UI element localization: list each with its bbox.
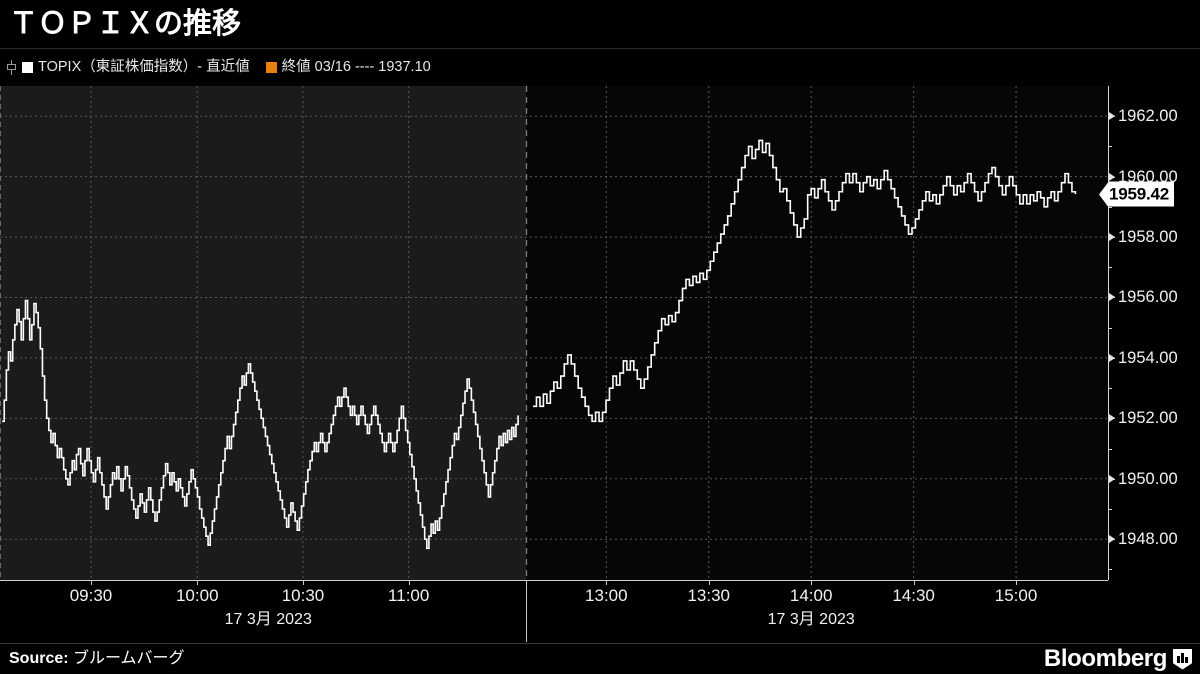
bloomberg-badge-icon xyxy=(1173,648,1192,670)
chart-gridlines xyxy=(0,86,1108,580)
y-axis-tick-arrow-icon xyxy=(1109,414,1115,423)
y-axis-line xyxy=(1108,86,1109,580)
title-divider xyxy=(0,48,1200,49)
page-title: ＴＯＰＩＸの推移 xyxy=(9,7,242,40)
last-price-flag: 1959.42 xyxy=(1099,181,1175,207)
chart-plot-area[interactable] xyxy=(0,86,1108,580)
x-axis-label: 11:00 xyxy=(388,586,430,605)
y-axis-label: 1952.00 xyxy=(1118,409,1178,428)
y-axis-label: 1950.00 xyxy=(1118,469,1178,488)
price-flag-pointer-icon xyxy=(1099,182,1108,207)
y-axis-label: 1958.00 xyxy=(1118,227,1178,246)
y-axis-tick-arrow-icon xyxy=(1109,474,1115,483)
y-axis-minor-tick xyxy=(1108,267,1112,269)
y-axis-label: 1956.00 xyxy=(1118,288,1178,307)
x-axis-tick xyxy=(606,580,608,585)
source-value: ブルームバーグ xyxy=(73,650,185,667)
y-axis-tick-arrow-icon xyxy=(1109,172,1115,181)
title-bar: ＴＯＰＩＸの推移 xyxy=(0,0,1200,48)
series-color-swatch xyxy=(22,61,33,73)
y-axis-minor-tick xyxy=(1108,146,1112,148)
y-axis-minor-tick xyxy=(1108,569,1112,571)
x-axis-date-label: 17 3月 2023 xyxy=(224,611,312,628)
prev-close-color-swatch xyxy=(265,61,277,73)
x-axis-tick xyxy=(302,580,304,585)
y-axis-label: 1960.00 xyxy=(1118,167,1178,186)
x-axis-tick xyxy=(811,580,813,585)
footer-bar: Source: ブルームバーグ Bloomberg xyxy=(0,644,1200,674)
x-axis-label: 13:30 xyxy=(687,586,731,605)
x-axis-tick xyxy=(90,580,92,585)
x-axis-date-label: 17 3月 2023 xyxy=(767,611,855,628)
y-axis-tick-arrow-icon xyxy=(1109,233,1115,242)
legend-series-label: TOPIX（東証株価指数）- 直近値 xyxy=(38,58,250,75)
x-axis-line xyxy=(0,580,1108,581)
x-axis-label: 14:30 xyxy=(892,586,935,605)
x-axis: 09:30 10:00 10:30 11:00 17 3月 2023 13:00 13:30… xyxy=(0,580,1108,642)
y-axis-label: 1962.00 xyxy=(1118,106,1178,125)
x-axis-label: 10:30 xyxy=(281,586,325,605)
x-axis-label: 13:00 xyxy=(585,586,628,605)
session-separator xyxy=(526,580,527,642)
chart-series-lines xyxy=(2,139,1077,550)
x-axis-label: 15:00 xyxy=(994,586,1038,605)
x-axis-tick xyxy=(708,580,710,585)
y-axis-tick-arrow-icon xyxy=(1109,535,1115,544)
y-axis-minor-tick xyxy=(1108,388,1112,390)
x-axis-tick xyxy=(1016,580,1018,585)
legend-entry-series[interactable]: TOPIX（東証株価指数）- 直近値 xyxy=(6,58,250,75)
afternoon-session-panel xyxy=(526,86,1108,580)
legend-prev-close-label: 終値 03/16 ---- 1937.10 xyxy=(281,58,431,75)
bloomberg-logo[interactable]: Bloomberg xyxy=(1044,647,1192,671)
y-axis-tick-arrow-icon xyxy=(1109,353,1115,362)
bloomberg-wordmark: Bloomberg xyxy=(1043,645,1167,672)
source-label: Source: xyxy=(9,650,69,667)
y-axis-minor-tick xyxy=(1108,448,1112,450)
y-axis: 1962.00 1960.00 1958.00 1956.00 1954.00 1952.… xyxy=(1108,86,1200,580)
y-axis-minor-tick xyxy=(1108,206,1112,208)
chart-legend: TOPIX（東証株価指数）- 直近値 終値 03/16 ---- 1937.10 xyxy=(0,49,1200,85)
source-credit: Source: ブルームバーグ xyxy=(9,651,185,667)
x-axis-tick xyxy=(913,580,915,585)
morning-session-panel xyxy=(0,86,526,580)
y-axis-label: 1948.00 xyxy=(1118,529,1178,548)
y-axis-label: 1954.00 xyxy=(1118,348,1178,367)
y-axis-minor-tick xyxy=(1108,508,1112,510)
x-axis-label: 10:00 xyxy=(175,586,219,605)
footer-divider xyxy=(0,643,1200,644)
x-axis-label: 09:30 xyxy=(69,586,113,605)
candlestick-marker-icon xyxy=(6,59,19,75)
x-axis-tick xyxy=(197,580,199,585)
x-axis-label: 14:00 xyxy=(789,586,833,605)
y-axis-minor-tick xyxy=(1108,327,1112,329)
y-axis-tick-arrow-icon xyxy=(1109,293,1115,302)
x-axis-tick xyxy=(408,580,410,585)
legend-entry-prev-close[interactable]: 終値 03/16 ---- 1937.10 xyxy=(265,58,431,75)
last-price-value: 1959.42 xyxy=(1108,181,1175,207)
y-axis-tick-arrow-icon xyxy=(1109,112,1115,121)
